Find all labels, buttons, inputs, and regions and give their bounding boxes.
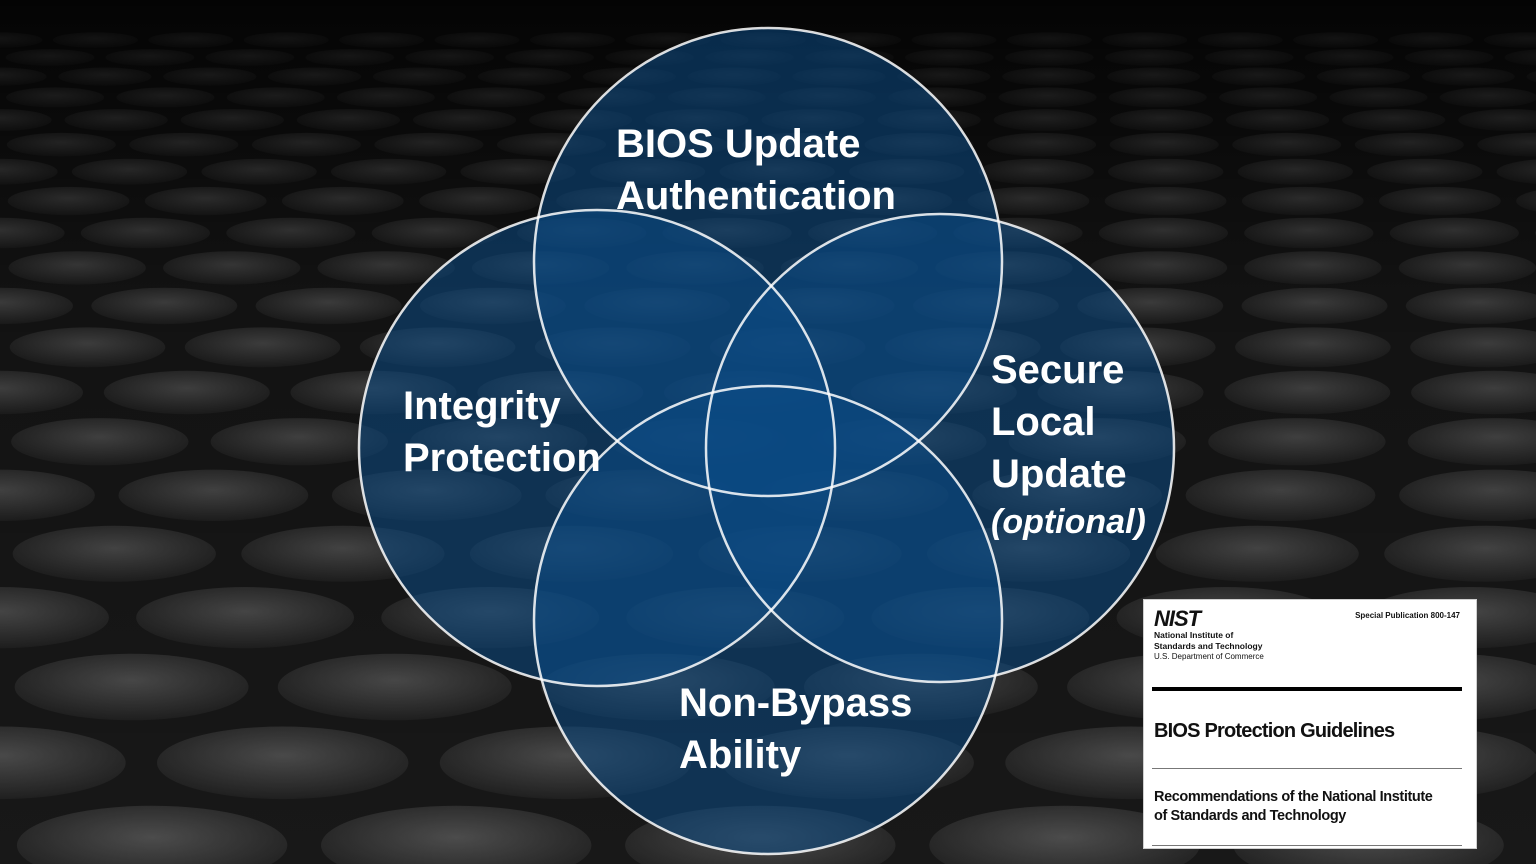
label-line: Ability xyxy=(679,733,802,777)
label-optional-note: (optional) xyxy=(991,503,1146,541)
label-secure-local-update: Secure Local Update (optional) xyxy=(991,344,1146,544)
circle-non-bypass-ability-outline xyxy=(532,384,1004,856)
divider-thin xyxy=(1152,768,1462,769)
document-title: BIOS Protection Guidelines xyxy=(1154,720,1395,742)
label-line: Secure xyxy=(991,348,1125,392)
publication-number: Special Publication 800-147 xyxy=(1355,611,1460,620)
org-name-line1: National Institute of xyxy=(1154,630,1234,640)
label-line: Update xyxy=(991,452,1127,496)
label-line: Authentication xyxy=(616,174,896,218)
subtitle-line: of Standards and Technology xyxy=(1154,808,1346,824)
circle-non-bypass-ability xyxy=(534,386,1002,854)
label-integrity-protection: Integrity Protection xyxy=(403,380,601,484)
circle-secure-local-update-outline xyxy=(704,212,1176,684)
label-non-bypass-ability: Non-Bypass Ability xyxy=(679,677,912,781)
nist-logo: NIST xyxy=(1154,606,1201,631)
document-subtitle: Recommendations of the National Institut… xyxy=(1154,788,1433,826)
divider-thin xyxy=(1152,845,1462,846)
label-bios-update-authentication: BIOS Update Authentication xyxy=(616,118,896,222)
circle-bios-update-authentication-outline xyxy=(532,26,1004,498)
label-line: Integrity xyxy=(403,384,561,428)
subtitle-line: Recommendations of the National Institut… xyxy=(1154,789,1433,805)
circle-integrity-protection-outline xyxy=(357,208,837,688)
label-line: Local xyxy=(991,400,1096,444)
org-name-line2: Standards and Technology xyxy=(1154,641,1263,651)
org-department: U.S. Department of Commerce xyxy=(1154,652,1264,661)
label-line: Non-Bypass xyxy=(679,681,913,725)
nist-document-cover: NIST National Institute of Standards and… xyxy=(1143,599,1477,849)
divider-thick xyxy=(1152,687,1462,691)
label-line: BIOS Update xyxy=(616,122,861,166)
label-line: Protection xyxy=(403,436,601,480)
